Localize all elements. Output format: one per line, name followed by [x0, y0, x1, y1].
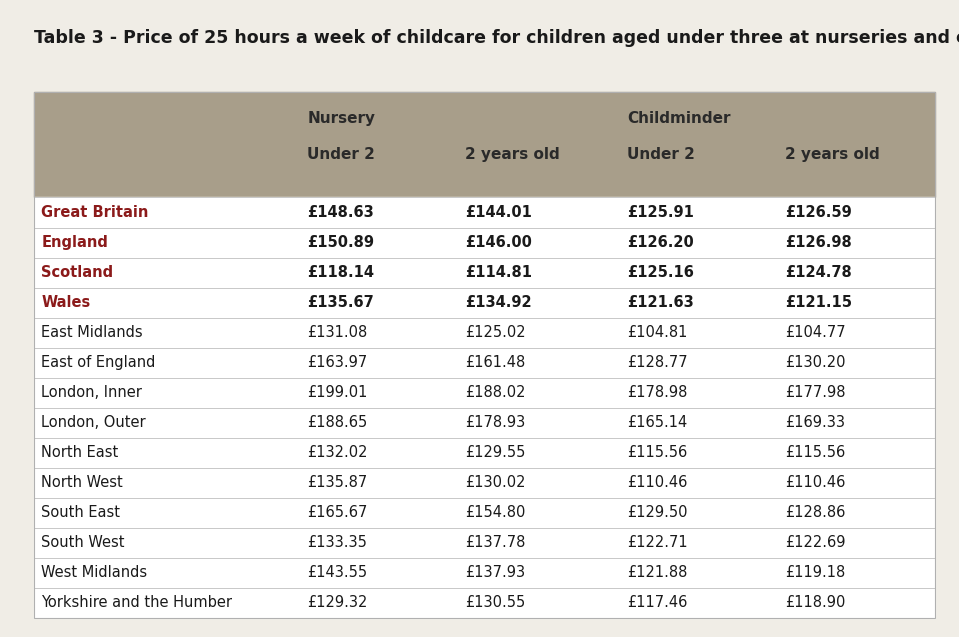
Text: £125.02: £125.02 — [465, 325, 526, 340]
Text: Table 3 - Price of 25 hours a week of childcare for children aged under three at: Table 3 - Price of 25 hours a week of ch… — [34, 29, 959, 47]
Text: £135.67: £135.67 — [307, 295, 374, 310]
Text: £165.14: £165.14 — [627, 415, 688, 430]
Text: £130.20: £130.20 — [784, 355, 846, 370]
Text: 2 years old: 2 years old — [784, 147, 879, 162]
Text: £129.32: £129.32 — [307, 596, 367, 610]
Text: £178.98: £178.98 — [627, 385, 688, 400]
Text: £122.69: £122.69 — [784, 535, 846, 550]
Text: £131.08: £131.08 — [307, 325, 367, 340]
Text: £128.77: £128.77 — [627, 355, 688, 370]
Text: £129.55: £129.55 — [465, 445, 526, 460]
Text: England: England — [41, 235, 108, 250]
Text: Wales: Wales — [41, 295, 90, 310]
Text: £143.55: £143.55 — [307, 566, 367, 580]
Text: £125.91: £125.91 — [627, 205, 694, 220]
Text: West Midlands: West Midlands — [41, 566, 148, 580]
Text: £125.16: £125.16 — [627, 265, 694, 280]
Text: £130.55: £130.55 — [465, 596, 526, 610]
Text: £128.86: £128.86 — [784, 505, 845, 520]
Text: £188.65: £188.65 — [307, 415, 367, 430]
Text: £146.00: £146.00 — [465, 235, 532, 250]
Text: £115.56: £115.56 — [784, 445, 845, 460]
Text: Childminder: Childminder — [627, 111, 731, 127]
Text: £121.15: £121.15 — [784, 295, 852, 310]
Text: Great Britain: Great Britain — [41, 205, 149, 220]
Text: £121.88: £121.88 — [627, 566, 688, 580]
Text: £144.01: £144.01 — [465, 205, 532, 220]
Text: East Midlands: East Midlands — [41, 325, 143, 340]
Text: South West: South West — [41, 535, 125, 550]
Text: £121.63: £121.63 — [627, 295, 694, 310]
Text: Scotland: Scotland — [41, 265, 113, 280]
Text: £104.77: £104.77 — [784, 325, 846, 340]
Text: £154.80: £154.80 — [465, 505, 526, 520]
Text: £169.33: £169.33 — [784, 415, 845, 430]
Text: £118.90: £118.90 — [784, 596, 845, 610]
Text: £165.67: £165.67 — [307, 505, 367, 520]
Text: £126.59: £126.59 — [784, 205, 852, 220]
Text: £135.87: £135.87 — [307, 475, 367, 490]
Text: £129.50: £129.50 — [627, 505, 688, 520]
Text: Under 2: Under 2 — [627, 147, 695, 162]
Text: £114.81: £114.81 — [465, 265, 532, 280]
Text: £115.56: £115.56 — [627, 445, 688, 460]
Text: £163.97: £163.97 — [307, 355, 367, 370]
Text: £119.18: £119.18 — [784, 566, 845, 580]
Text: Under 2: Under 2 — [307, 147, 375, 162]
Text: London, Inner: London, Inner — [41, 385, 142, 400]
Text: £104.81: £104.81 — [627, 325, 688, 340]
Text: £132.02: £132.02 — [307, 445, 367, 460]
Text: £130.02: £130.02 — [465, 475, 526, 490]
Text: £137.93: £137.93 — [465, 566, 525, 580]
Text: £133.35: £133.35 — [307, 535, 367, 550]
Text: £110.46: £110.46 — [627, 475, 688, 490]
Text: £124.78: £124.78 — [784, 265, 852, 280]
Text: £122.71: £122.71 — [627, 535, 688, 550]
Text: North East: North East — [41, 445, 119, 460]
Text: £126.98: £126.98 — [784, 235, 852, 250]
Text: £188.02: £188.02 — [465, 385, 526, 400]
Text: £177.98: £177.98 — [784, 385, 846, 400]
Text: £178.93: £178.93 — [465, 415, 526, 430]
Text: North West: North West — [41, 475, 123, 490]
Text: £118.14: £118.14 — [307, 265, 374, 280]
Text: £126.20: £126.20 — [627, 235, 694, 250]
Text: £117.46: £117.46 — [627, 596, 688, 610]
Text: London, Outer: London, Outer — [41, 415, 146, 430]
Text: Nursery: Nursery — [307, 111, 375, 127]
Text: East of England: East of England — [41, 355, 155, 370]
Text: £199.01: £199.01 — [307, 385, 367, 400]
Text: 2 years old: 2 years old — [465, 147, 560, 162]
Text: £161.48: £161.48 — [465, 355, 526, 370]
Text: Yorkshire and the Humber: Yorkshire and the Humber — [41, 596, 232, 610]
Text: £134.92: £134.92 — [465, 295, 531, 310]
Text: £150.89: £150.89 — [307, 235, 374, 250]
Text: £148.63: £148.63 — [307, 205, 374, 220]
Text: £110.46: £110.46 — [784, 475, 845, 490]
Text: £137.78: £137.78 — [465, 535, 526, 550]
Text: South East: South East — [41, 505, 120, 520]
